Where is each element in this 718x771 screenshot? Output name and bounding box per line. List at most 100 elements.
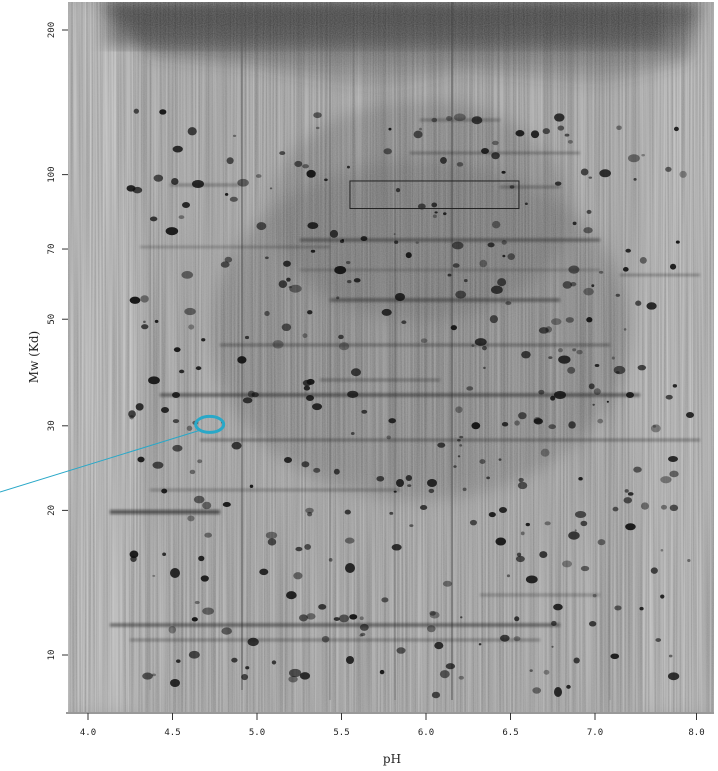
protein-spot <box>251 392 259 398</box>
protein-spot <box>231 441 242 450</box>
protein-spot <box>588 176 593 179</box>
protein-spot <box>278 280 288 288</box>
protein-spot <box>479 259 488 268</box>
protein-spot <box>489 315 498 324</box>
protein-spot <box>269 187 273 190</box>
protein-spot <box>306 395 314 401</box>
protein-spot <box>615 293 620 297</box>
protein-spot <box>391 544 402 551</box>
protein-spot <box>668 654 673 658</box>
protein-spot <box>376 475 385 482</box>
protein-spot <box>353 278 361 283</box>
protein-spot <box>386 435 391 440</box>
protein-spot <box>151 673 156 677</box>
protein-spot <box>172 392 180 398</box>
protein-spot <box>395 188 401 193</box>
protein-spot <box>591 284 595 288</box>
protein-spot <box>518 477 524 483</box>
protein-spot <box>474 338 487 346</box>
protein-spot <box>558 355 571 364</box>
protein-spot <box>599 169 611 178</box>
protein-spot <box>302 164 309 169</box>
protein-spot <box>660 476 672 484</box>
protein-spot <box>172 419 180 424</box>
protein-spot <box>349 614 358 620</box>
protein-spot <box>329 229 339 238</box>
protein-spot <box>152 461 164 469</box>
protein-spot <box>312 403 323 411</box>
protein-spot <box>393 233 396 236</box>
protein-spot <box>305 507 314 514</box>
protein-spot <box>128 410 136 418</box>
protein-spot <box>141 324 149 330</box>
protein-spot <box>405 474 413 481</box>
protein-spot <box>481 148 489 154</box>
protein-spot <box>267 538 277 546</box>
protein-spot <box>328 558 333 562</box>
protein-spot <box>288 668 302 678</box>
protein-spot <box>497 278 507 287</box>
protein-spot <box>574 510 587 519</box>
protein-spot <box>650 424 661 433</box>
protein-spot <box>202 607 214 615</box>
protein-spot <box>568 421 576 429</box>
protein-spot <box>498 458 502 461</box>
protein-spot <box>310 249 316 253</box>
protein-spot <box>466 386 474 391</box>
x-tick-label: 7.0 <box>587 728 603 738</box>
protein-spot <box>188 650 200 659</box>
protein-spot <box>669 263 677 270</box>
protein-spot <box>672 384 678 388</box>
protein-spot <box>538 327 549 334</box>
protein-spot <box>381 597 389 603</box>
protein-spot <box>576 349 583 355</box>
protein-spot <box>586 317 593 323</box>
protein-spot <box>359 616 364 621</box>
protein-spot <box>597 418 604 424</box>
protein-spot <box>633 178 637 181</box>
y-axis-ticks: 200 100 70 50 30 20 10 <box>47 22 68 660</box>
protein-spot <box>544 521 551 526</box>
protein-spot <box>396 647 406 654</box>
protein-spot <box>359 623 369 631</box>
protein-spot <box>272 340 284 349</box>
y-tick-label: 30 <box>47 420 57 431</box>
protein-spot <box>159 109 167 115</box>
protein-spot <box>593 388 601 395</box>
protein-spot <box>506 574 511 578</box>
protein-spot <box>592 593 597 598</box>
protein-spot <box>588 383 595 390</box>
protein-spot <box>440 157 447 164</box>
protein-spot <box>554 687 562 697</box>
protein-spot <box>303 385 311 391</box>
protein-spot <box>598 270 604 274</box>
protein-spot <box>524 202 528 206</box>
protein-spot <box>409 524 414 527</box>
protein-spot <box>237 178 249 187</box>
protein-spot <box>548 424 556 430</box>
protein-spot <box>224 256 233 263</box>
protein-spot <box>346 656 354 664</box>
protein-spot <box>245 666 250 670</box>
protein-spot <box>333 617 340 621</box>
protein-spot <box>548 356 553 359</box>
protein-spot <box>307 222 319 230</box>
protein-spot <box>660 504 667 510</box>
protein-spot <box>419 127 422 131</box>
protein-spot <box>229 196 238 202</box>
protein-spot <box>443 212 447 216</box>
protein-spot <box>133 108 139 114</box>
protein-spot <box>388 127 392 131</box>
protein-spot <box>179 369 185 374</box>
protein-spot <box>306 169 316 178</box>
protein-spot <box>550 395 556 401</box>
protein-spot <box>551 318 562 326</box>
x-tick-label: 5.0 <box>249 728 265 738</box>
protein-spot <box>637 364 647 371</box>
protein-spot <box>573 657 580 664</box>
protein-spot <box>224 192 229 196</box>
pointer-line <box>0 429 200 493</box>
protein-spot <box>301 461 310 468</box>
protein-spot <box>168 626 177 634</box>
protein-spot <box>491 152 500 160</box>
